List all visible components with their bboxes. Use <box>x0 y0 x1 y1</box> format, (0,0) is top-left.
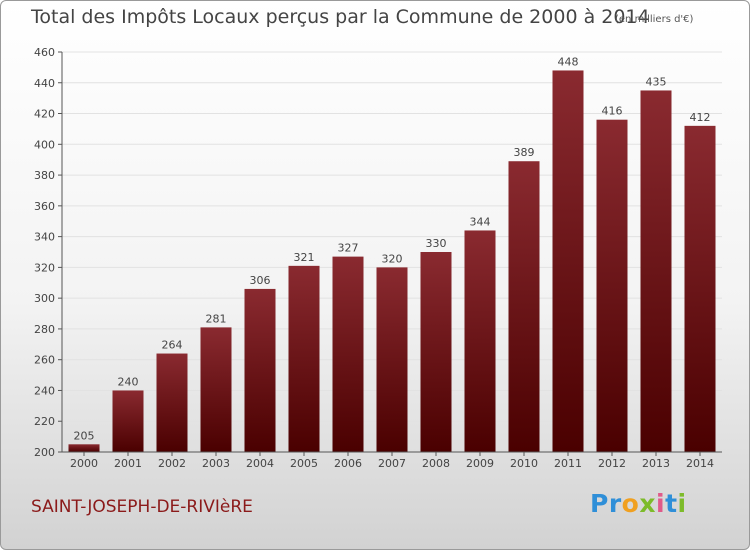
data-label: 320 <box>382 252 403 265</box>
bar <box>464 230 496 452</box>
data-label: 412 <box>690 111 711 124</box>
y-tick-label: 400 <box>34 138 55 151</box>
data-label: 330 <box>426 237 447 250</box>
logo-letter: x <box>639 489 656 518</box>
bar <box>508 161 540 452</box>
data-label: 321 <box>294 251 315 264</box>
y-tick-label: 240 <box>34 384 55 397</box>
data-label: 205 <box>74 429 95 442</box>
bar <box>640 90 672 452</box>
x-tick-label: 2010 <box>510 457 538 470</box>
proxiti-logo: Proxiti <box>590 489 687 518</box>
bar <box>112 390 144 452</box>
x-tick-label: 2003 <box>202 457 230 470</box>
x-tick-label: 2004 <box>246 457 274 470</box>
x-tick-label: 2000 <box>70 457 98 470</box>
bar <box>156 353 188 452</box>
y-tick-label: 440 <box>34 77 55 90</box>
x-tick-label: 2002 <box>158 457 186 470</box>
data-label: 435 <box>646 75 667 88</box>
logo-letter: i <box>677 489 687 518</box>
logo-letter: P <box>590 489 609 518</box>
data-label: 327 <box>338 242 359 255</box>
data-label: 281 <box>206 312 227 325</box>
y-tick-label: 420 <box>34 108 55 121</box>
bar <box>684 125 716 452</box>
data-label: 448 <box>558 55 579 68</box>
bar <box>68 444 100 452</box>
bar <box>552 70 584 452</box>
data-label: 240 <box>118 375 139 388</box>
chart-title: Total des Impôts Locaux perçus par la Co… <box>31 6 650 28</box>
logo-letter: o <box>621 489 640 518</box>
data-label: 389 <box>514 146 535 159</box>
y-tick-label: 220 <box>34 415 55 428</box>
bar <box>244 288 276 452</box>
y-tick-label: 460 <box>34 46 55 59</box>
x-tick-label: 2011 <box>554 457 582 470</box>
x-tick-label: 2007 <box>378 457 406 470</box>
data-label: 344 <box>470 215 491 228</box>
bar <box>420 252 452 452</box>
data-label: 306 <box>250 274 271 287</box>
commune-name: SAINT-JOSEPH-DE-RIVIèRE <box>31 497 253 517</box>
y-tick-label: 300 <box>34 292 55 305</box>
x-tick-label: 2005 <box>290 457 318 470</box>
y-tick-label: 260 <box>34 354 55 367</box>
x-tick-label: 2008 <box>422 457 450 470</box>
y-tick-label: 280 <box>34 323 55 336</box>
x-tick-label: 2001 <box>114 457 142 470</box>
bar <box>596 119 628 452</box>
x-tick-label: 2012 <box>598 457 626 470</box>
logo-letter: r <box>608 489 622 518</box>
x-tick-label: 2013 <box>642 457 670 470</box>
logo-letter: i <box>656 489 666 518</box>
x-tick-label: 2006 <box>334 457 362 470</box>
bar <box>376 267 408 452</box>
bar <box>200 327 232 452</box>
data-label: 416 <box>602 105 623 118</box>
y-tick-label: 360 <box>34 200 55 213</box>
bar <box>332 256 364 452</box>
bar <box>288 265 320 452</box>
x-tick-label: 2009 <box>466 457 494 470</box>
chart-subtitle: (en milliers d'€) <box>615 14 694 25</box>
logo-letter: t <box>665 489 678 518</box>
y-tick-label: 380 <box>34 169 55 182</box>
y-tick-label: 340 <box>34 231 55 244</box>
y-tick-label: 320 <box>34 261 55 274</box>
y-tick-label: 200 <box>34 446 55 459</box>
x-tick-label: 2014 <box>686 457 714 470</box>
data-label: 264 <box>162 339 183 352</box>
